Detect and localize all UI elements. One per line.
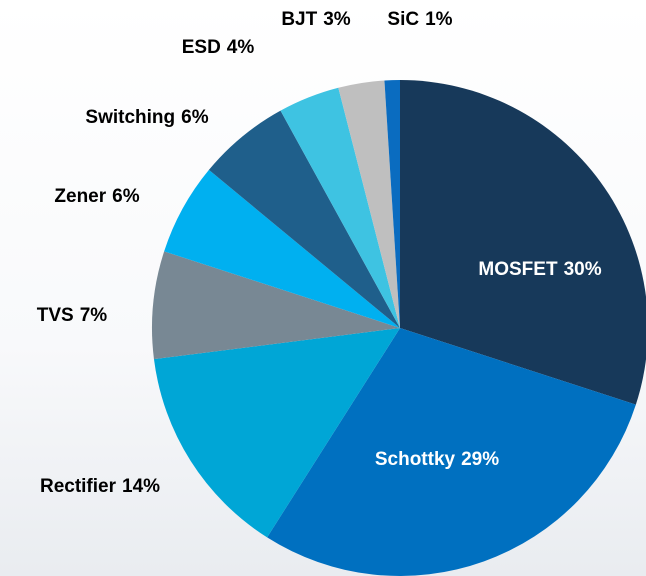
pie-slice [164, 169, 400, 328]
pie-slice [151, 251, 400, 360]
value-label: 30% [564, 259, 602, 280]
value-label: 29% [461, 449, 499, 470]
pie-slice [384, 80, 400, 328]
pie-slice [153, 328, 400, 538]
category-label: Schottky [375, 449, 456, 470]
value-label: 3% [323, 9, 351, 30]
category-label: Rectifier [40, 476, 117, 497]
category-label: ESD [182, 37, 221, 58]
category-label: SiC [387, 9, 419, 30]
category-label: MOSFET [478, 259, 558, 280]
pie-slice [280, 87, 400, 328]
value-label: 1% [425, 9, 453, 30]
slice-label: MOSFET 30% [478, 259, 601, 280]
slice-label: TVS 7% [37, 305, 108, 326]
value-label: 7% [80, 305, 108, 326]
pie-slice [338, 80, 400, 328]
category-label: Zener [54, 186, 106, 207]
slice-label: Rectifier 14% [40, 476, 160, 497]
slice-label: ESD 4% [182, 37, 255, 58]
slice-label: SiC 1% [387, 9, 452, 30]
slice-label: Zener 6% [54, 186, 139, 207]
value-label: 6% [181, 107, 209, 128]
category-label: TVS [37, 305, 74, 326]
value-label: 14% [122, 476, 160, 497]
pie-slice [208, 110, 400, 329]
pie-slice [267, 328, 636, 576]
value-label: 4% [227, 37, 255, 58]
slice-label: BJT 3% [281, 9, 350, 30]
value-label: 6% [112, 186, 140, 207]
category-label: BJT [281, 9, 317, 30]
slice-label: Switching 6% [85, 107, 208, 128]
pie-slice [400, 80, 646, 405]
category-label: Switching [85, 107, 175, 128]
slice-label: Schottky 29% [375, 449, 499, 470]
